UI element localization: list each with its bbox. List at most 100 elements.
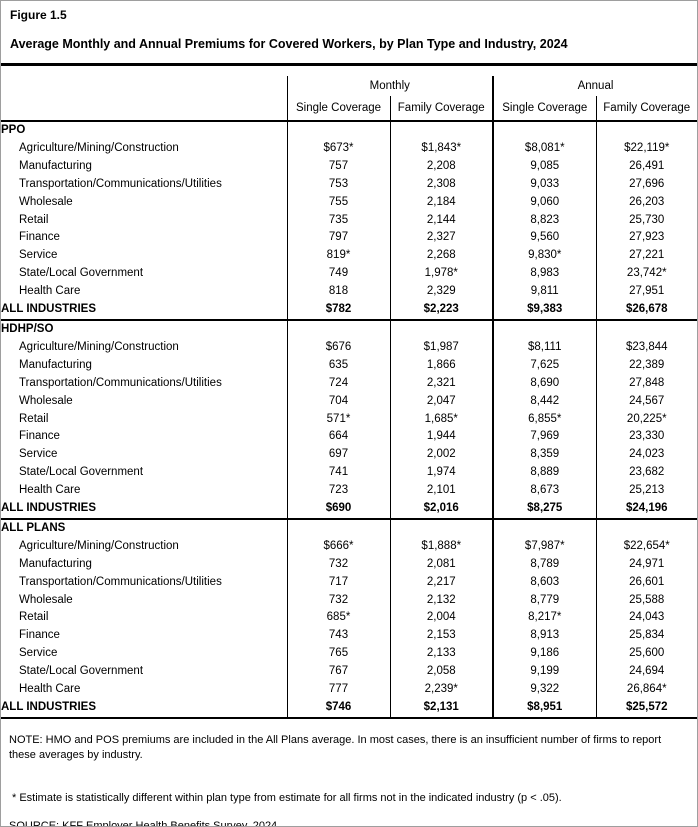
industry-label: Agriculture/Mining/Construction	[19, 141, 179, 154]
annual-single-cell: 8,779	[492, 591, 596, 610]
annual-family-cell: 27,696	[595, 175, 697, 194]
industry-label: Wholesale	[19, 394, 73, 407]
monthly-single-cell	[286, 517, 390, 538]
title-block: Figure 1.5 Average Monthly and Annual Pr…	[1, 1, 697, 66]
monthly-family-cell: 2,184	[389, 193, 493, 212]
annual-family-cell: 27,848	[595, 374, 697, 393]
monthly-family-cell: 2,308	[389, 175, 493, 194]
monthly-family-cell: 1,974	[389, 464, 493, 483]
monthly-family-cell: 2,268	[389, 247, 493, 266]
industry-label: Agriculture/Mining/Construction	[19, 340, 179, 353]
annual-single-cell: 8,913	[492, 627, 596, 646]
annual-family-cell: 27,221	[595, 247, 697, 266]
monthly-single-cell: 818	[286, 283, 390, 302]
monthly-family-cell: 2,217	[389, 573, 493, 592]
monthly-family-cell: 2,101	[389, 482, 493, 501]
annual-single-cell: 7,625	[492, 356, 596, 375]
annual-single-cell: 9,560	[492, 229, 596, 248]
industry-label: State/Local Government	[19, 466, 144, 479]
annual-single-cell: 9,085	[492, 157, 596, 176]
monthly-single-cell: 743	[286, 627, 390, 646]
premiums-table: Monthly Annual Single Coverage Family Co…	[1, 66, 697, 719]
annual-family-cell: 24,567	[595, 392, 697, 411]
monthly-family-cell: 2,004	[389, 609, 493, 628]
annual-single-cell	[492, 318, 596, 339]
annual-family-cell: 26,491	[595, 157, 697, 176]
header-monthly-single: Single Coverage	[286, 96, 390, 122]
industry-label: Health Care	[19, 285, 81, 298]
monthly-family-cell: $2,223	[389, 301, 493, 320]
annual-family-cell: $22,119*	[595, 139, 697, 158]
monthly-family-cell: 1,978*	[389, 265, 493, 284]
table-row: Wholesale 755 2,184 9,060 26,203	[1, 193, 697, 212]
monthly-family-cell: 2,144	[389, 211, 493, 230]
annual-family-cell: $26,678	[595, 301, 697, 320]
annual-family-cell: 24,043	[595, 609, 697, 628]
corner-cell	[1, 76, 287, 96]
monthly-family-cell: 2,132	[389, 591, 493, 610]
annual-single-cell: $9,383	[492, 301, 596, 320]
annual-family-cell: 24,971	[595, 555, 697, 574]
table-row: Health Care 818 2,329 9,811 27,951	[1, 283, 697, 302]
annual-single-cell: 8,690	[492, 374, 596, 393]
total-label: ALL INDUSTRIES	[1, 303, 96, 316]
monthly-family-cell: 2,321	[389, 374, 493, 393]
table-row: Manufacturing 757 2,208 9,085 26,491	[1, 157, 697, 176]
industry-label: Agriculture/Mining/Construction	[19, 539, 179, 552]
table-row: ALL INDUSTRIES $782 $2,223 $9,383 $26,67…	[1, 301, 697, 320]
table-row: Manufacturing 635 1,866 7,625 22,389	[1, 356, 697, 375]
table-row: Finance 797 2,327 9,560 27,923	[1, 229, 697, 248]
monthly-family-cell: 2,327	[389, 229, 493, 248]
annual-family-cell	[595, 517, 697, 538]
industry-label: Finance	[19, 430, 60, 443]
annual-single-cell: 9,322	[492, 681, 596, 699]
annual-family-cell: 23,330	[595, 428, 697, 447]
monthly-family-cell: 2,081	[389, 555, 493, 574]
annual-single-cell	[492, 517, 596, 538]
industry-label: Retail	[19, 213, 49, 226]
monthly-single-cell: 664	[286, 428, 390, 447]
note-text: NOTE: HMO and POS premiums are included …	[9, 733, 662, 761]
table-row: Transportation/Communications/Utilities …	[1, 573, 697, 592]
monthly-single-cell: $676	[286, 338, 390, 357]
monthly-single-cell: $666*	[286, 537, 390, 556]
monthly-single-cell: 635	[286, 356, 390, 375]
table-row: Wholesale 704 2,047 8,442 24,567	[1, 392, 697, 411]
table-row: Finance 743 2,153 8,913 25,834	[1, 627, 697, 646]
monthly-family-cell: 2,133	[389, 645, 493, 664]
monthly-single-cell: $782	[286, 301, 390, 320]
industry-label: Transportation/Communications/Utilities	[19, 177, 222, 190]
header-annual-family: Family Coverage	[595, 96, 697, 122]
monthly-single-cell: 697	[286, 446, 390, 465]
annual-single-cell: 9,060	[492, 193, 596, 212]
table-row: State/Local Government 741 1,974 8,889 2…	[1, 464, 697, 483]
monthly-single-cell: 571*	[286, 410, 390, 429]
monthly-single-cell: 777	[286, 681, 390, 699]
industry-label: Wholesale	[19, 195, 73, 208]
annual-family-cell	[595, 120, 697, 140]
annual-family-cell: $25,572	[595, 699, 697, 719]
monthly-single-cell: 765	[286, 645, 390, 664]
annual-single-cell: 8,889	[492, 464, 596, 483]
header-monthly-family: Family Coverage	[389, 96, 493, 122]
table-row: Manufacturing 732 2,081 8,789 24,971	[1, 555, 697, 574]
monthly-single-cell: 732	[286, 555, 390, 574]
monthly-family-cell: 2,058	[389, 663, 493, 682]
table-row: Retail 685* 2,004 8,217* 24,043	[1, 609, 697, 628]
table-row: Agriculture/Mining/Construction $676 $1,…	[1, 338, 697, 357]
corner-cell	[1, 96, 287, 122]
monthly-family-cell: 1,866	[389, 356, 493, 375]
annual-single-cell: $8,111	[492, 338, 596, 357]
industry-label: Manufacturing	[19, 557, 92, 570]
annual-family-cell: 23,682	[595, 464, 697, 483]
page-title: Average Monthly and Annual Premiums for …	[10, 37, 568, 51]
annual-family-cell: 26,203	[595, 193, 697, 212]
header-spacer-row	[1, 66, 697, 76]
annual-family-cell: 27,951	[595, 283, 697, 302]
monthly-family-cell: $1,888*	[389, 537, 493, 556]
industry-label: Service	[19, 448, 58, 461]
monthly-family-cell: $1,987	[389, 338, 493, 357]
table-row: Service 765 2,133 9,186 25,600	[1, 645, 697, 664]
annual-family-cell: 24,023	[595, 446, 697, 465]
industry-label: Retail	[19, 611, 49, 624]
